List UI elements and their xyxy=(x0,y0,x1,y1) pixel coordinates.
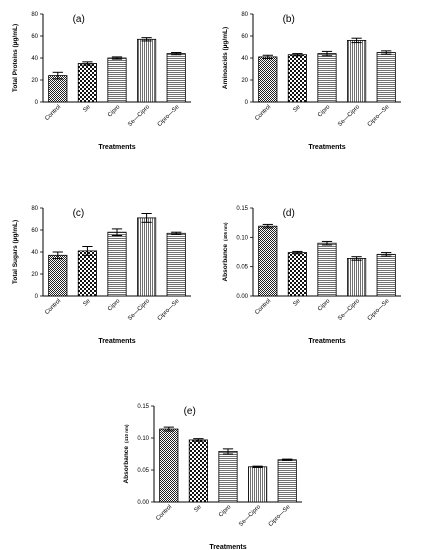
panel-label: (a) xyxy=(73,14,85,25)
category-label: Se xyxy=(292,298,302,308)
bar-4 xyxy=(347,258,367,297)
category-label: Cipro—Se xyxy=(367,104,391,128)
y-tick-label: 60 xyxy=(31,228,38,234)
bar-2 xyxy=(77,63,97,103)
category-label: Se—Cipro xyxy=(337,104,361,128)
category-label: Se—Cipro xyxy=(337,298,361,322)
y-tick-label: 80 xyxy=(31,206,38,212)
y-tick-label: 20 xyxy=(241,78,248,84)
y-axis-title: Aminoacids (µg/mL) xyxy=(222,27,229,89)
bar-4 xyxy=(137,217,157,297)
panel-1: 0 20 40 60 80 Control Se Cipro Se—Cipro Cipro—Se (… xyxy=(12,12,191,151)
y-tick-label: 0 xyxy=(245,100,249,106)
bar-3 xyxy=(107,57,127,103)
x-axis-title: Treatments xyxy=(98,144,135,151)
category-label: Cipro xyxy=(107,104,122,119)
category-label: Cipro—Se xyxy=(268,504,292,528)
bar-1 xyxy=(48,75,68,103)
bar-1 xyxy=(48,254,68,297)
y-tick-label: 0.00 xyxy=(236,294,248,300)
bar-5 xyxy=(376,253,396,297)
category-label: Se—Cipro xyxy=(127,298,151,322)
y-tick-label: 0.00 xyxy=(137,500,149,506)
category-label: Control xyxy=(44,298,62,316)
x-axis-title: Treatments xyxy=(308,338,345,345)
y-axis-title: Total Sugars (µg/mL) xyxy=(12,220,19,284)
panel-4: 0.00 0.05 0.10 0.15 Control Se Cipro Se—Cipro Ci… xyxy=(222,206,401,345)
category-label: Cipro—Se xyxy=(367,298,391,322)
bar-5 xyxy=(277,459,297,503)
bar-1 xyxy=(258,225,278,297)
y-tick-label: 0.05 xyxy=(236,265,248,271)
x-axis-title: Treatments xyxy=(209,544,246,550)
category-label: Cipro xyxy=(218,504,233,519)
y-tick-label: 40 xyxy=(31,250,38,256)
bar-5 xyxy=(166,232,186,297)
y-tick-label: 60 xyxy=(31,34,38,40)
bar-1 xyxy=(258,56,278,103)
y-axis-unit: (405 nm) xyxy=(223,222,228,241)
y-tick-label: 0.10 xyxy=(236,235,248,241)
panel-2: 0 20 40 60 80 Control Se Cipro Se—Cipro Cipro—Se (… xyxy=(222,12,401,151)
category-label: Control xyxy=(44,104,62,122)
y-tick-label: 0.15 xyxy=(236,206,248,212)
bar-4 xyxy=(248,466,268,503)
bar-4 xyxy=(347,40,367,103)
bar-2 xyxy=(77,250,97,297)
y-tick-label: 80 xyxy=(31,12,38,18)
y-axis-title: Total Proteins (µg/mL) xyxy=(12,24,19,92)
category-label: Control xyxy=(254,298,272,316)
y-tick-label: 40 xyxy=(241,56,248,62)
panel-label: (b) xyxy=(283,14,295,25)
y-tick-label: 0 xyxy=(35,100,39,106)
category-label: Cipro xyxy=(107,298,122,313)
bar-2 xyxy=(287,54,307,103)
y-tick-label: 0.05 xyxy=(137,468,149,474)
y-tick-label: 40 xyxy=(31,56,38,62)
y-tick-label: 20 xyxy=(31,272,38,278)
y-tick-label: 60 xyxy=(241,34,248,40)
y-tick-label: 80 xyxy=(241,12,248,18)
y-tick-label: 20 xyxy=(31,78,38,84)
y-tick-label: 0.15 xyxy=(137,404,149,410)
y-axis-title: Absorbance(405 nm) xyxy=(222,222,229,282)
category-label: Se—Cipro xyxy=(238,504,262,528)
x-axis-title: Treatments xyxy=(98,338,135,345)
y-tick-label: 0 xyxy=(35,294,39,300)
panel-label: (c) xyxy=(73,208,85,219)
category-label: Se xyxy=(292,104,302,114)
panel-label: (e) xyxy=(184,406,196,417)
category-label: Control xyxy=(155,504,173,522)
y-axis-title: Absorbance(410 nm) xyxy=(123,424,130,484)
bar-3 xyxy=(218,451,238,503)
bar-2 xyxy=(188,439,208,503)
bar-2 xyxy=(287,252,307,297)
y-axis-unit: (410 nm) xyxy=(124,424,129,443)
category-label: Se xyxy=(193,504,203,514)
bar-3 xyxy=(107,231,127,297)
bar-3 xyxy=(317,53,337,103)
panel-5: 0.00 0.05 0.10 0.15 Control Se Cipro Se—Cipro Ci… xyxy=(123,404,302,550)
category-label: Cipro xyxy=(317,298,332,313)
category-label: Cipro xyxy=(317,104,332,119)
category-label: Control xyxy=(254,104,272,122)
bar-5 xyxy=(376,52,396,103)
category-label: Se—Cipro xyxy=(127,104,151,128)
category-label: Se xyxy=(82,298,92,308)
y-tick-label: 0.10 xyxy=(137,436,149,442)
bar-1 xyxy=(159,428,179,503)
bar-4 xyxy=(137,38,157,103)
x-axis-title: Treatments xyxy=(308,144,345,151)
category-label: Cipro—Se xyxy=(157,104,181,128)
bar-3 xyxy=(317,242,337,297)
panel-label: (d) xyxy=(283,208,295,219)
panel-3: 0 20 40 60 80 Control Se Cipro Se—Cipro Cipro—Se (… xyxy=(12,206,191,345)
category-label: Cipro—Se xyxy=(157,298,181,322)
bar-5 xyxy=(166,53,186,103)
category-label: Se xyxy=(82,104,92,114)
